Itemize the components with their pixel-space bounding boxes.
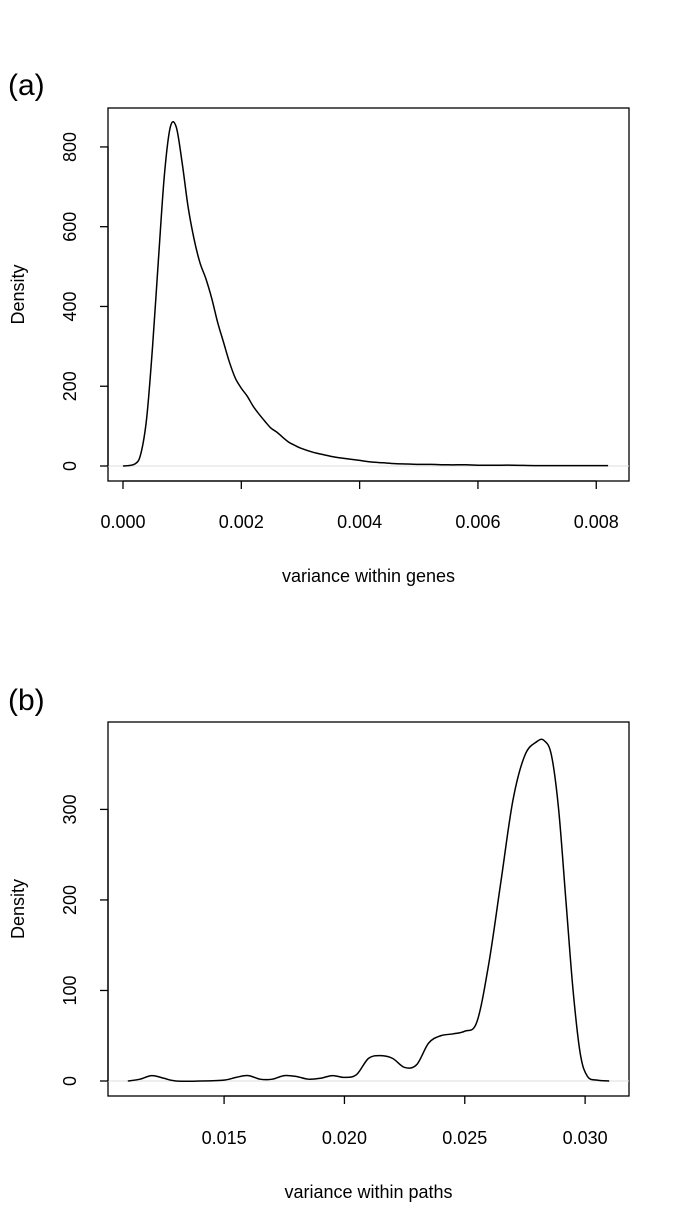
panel-label: (b): [8, 684, 45, 717]
chart-panel-a: (a) 0.000 0.002 0.004 0.006 0.008 0 200 400 600 80…: [8, 69, 630, 586]
y-tick-label: 0: [60, 461, 80, 471]
x-tick-label: 0.020: [322, 1128, 367, 1148]
y-tick-label: 0: [60, 1076, 80, 1086]
x-tick-label: 0.030: [563, 1128, 608, 1148]
x-tick-label: 0.004: [337, 512, 382, 532]
y-axis-title: Density: [8, 879, 28, 939]
x-axis-title: variance within genes: [282, 566, 455, 586]
x-tick-label: 0.002: [219, 512, 264, 532]
y-tick-label: 200: [60, 885, 80, 915]
y-tick-label: 300: [60, 794, 80, 824]
density-curve: [127, 738, 610, 1082]
x-tick-label: 0.008: [574, 512, 619, 532]
x-tick-label: 0.025: [442, 1128, 487, 1148]
panel-label: (a): [8, 69, 45, 102]
y-tick-label: 100: [60, 975, 80, 1005]
density-curve: [122, 121, 609, 467]
x-axis-title: variance within paths: [284, 1182, 452, 1202]
x-tick-label: 0.015: [202, 1128, 247, 1148]
y-tick-label: 400: [60, 291, 80, 321]
y-tick-label: 600: [60, 212, 80, 242]
y-tick-label: 800: [60, 132, 80, 162]
plot-frame: [107, 107, 630, 482]
plot-frame: [107, 721, 630, 1097]
y-axis-title: Density: [8, 264, 28, 324]
x-tick-label: 0.006: [455, 512, 500, 532]
chart-panel-b: (b) 0.015 0.020 0.025 0.030 0 100 200 300 varianc…: [8, 684, 630, 1202]
x-tick-label: 0.000: [100, 512, 145, 532]
y-tick-label: 200: [60, 371, 80, 401]
